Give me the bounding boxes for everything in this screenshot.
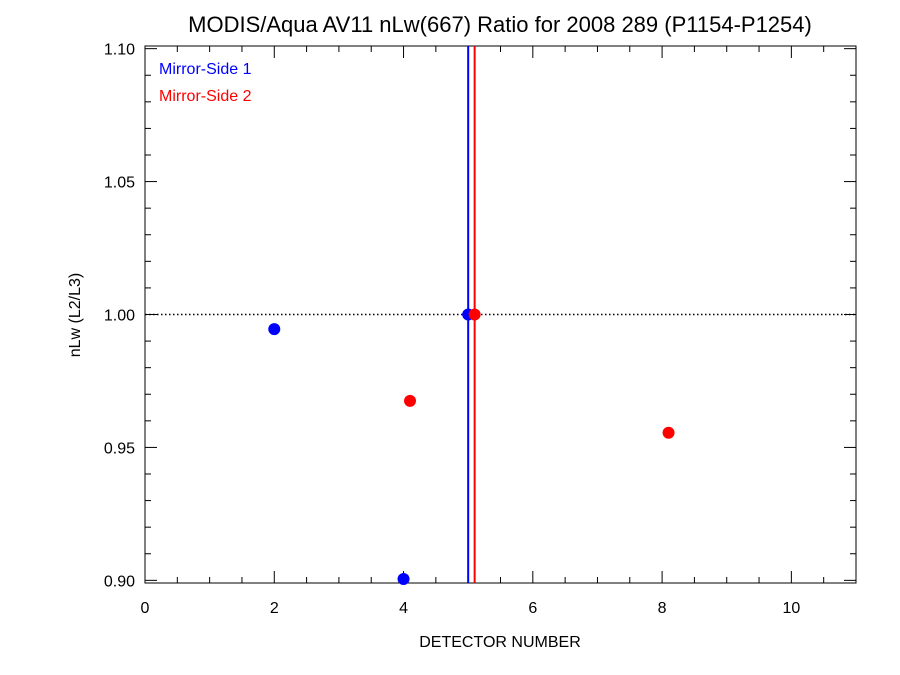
legend-entry: Mirror-Side 1 (159, 61, 252, 78)
y-axis-label: nLw (L2/L3) (67, 273, 84, 358)
axis-tick-labels: 0 2 4 6 8 10 0.90 0.95 1.00 1.05 1.10 (104, 42, 801, 617)
legend-entry: Mirror-Side 2 (159, 88, 252, 105)
data-marks (145, 46, 856, 586)
y-tick-label: 1.00 (104, 308, 135, 325)
y-tick-label: 1.05 (104, 175, 135, 192)
y-tick-label: 0.90 (104, 573, 135, 590)
data-point (268, 323, 281, 336)
x-tick-label: 4 (399, 600, 408, 617)
y-tick-label: 0.95 (104, 440, 135, 457)
data-point (397, 573, 410, 586)
data-point (662, 426, 675, 439)
x-tick-label: 0 (141, 600, 150, 617)
legend: Mirror-Side 1 Mirror-Side 2 (159, 61, 252, 105)
data-point (468, 308, 481, 321)
x-tick-label: 10 (782, 600, 800, 617)
data-point (404, 394, 417, 407)
x-axis-label: DETECTOR NUMBER (419, 634, 581, 651)
x-tick-label: 8 (658, 600, 667, 617)
y-tick-label: 1.10 (104, 42, 135, 59)
x-tick-label: 2 (270, 600, 279, 617)
chart-title: MODIS/Aqua AV11 nLw(667) Ratio for 2008 … (188, 12, 812, 37)
x-tick-label: 6 (528, 600, 537, 617)
